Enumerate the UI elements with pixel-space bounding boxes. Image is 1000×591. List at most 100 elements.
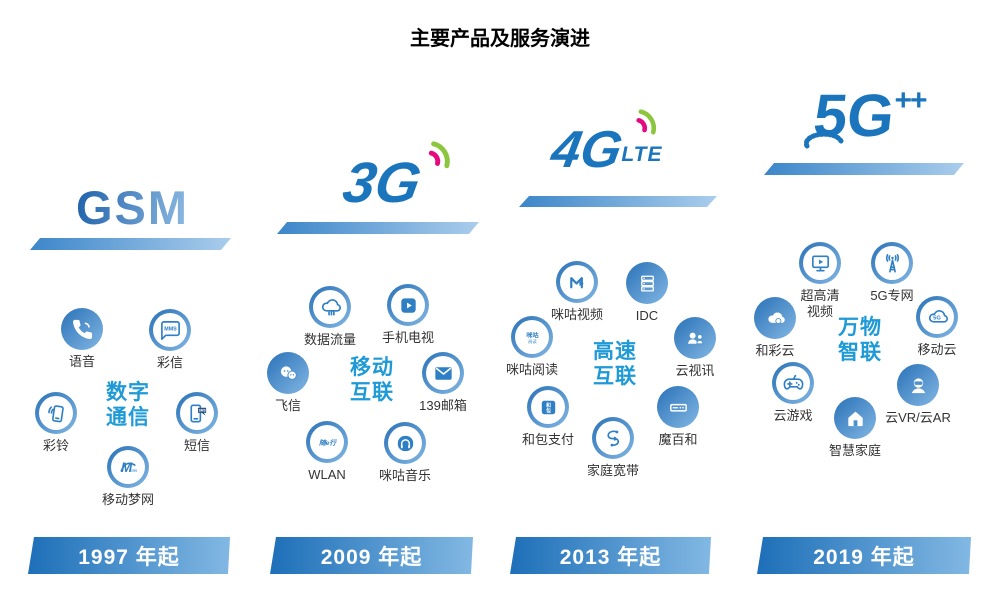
gsm-logo-text: GSM bbox=[75, 181, 190, 234]
mobile-cloud-icon: 5G bbox=[916, 296, 958, 338]
service-item: 和彩云 bbox=[725, 297, 825, 359]
fiveg-logo: 5G++ bbox=[795, 82, 945, 149]
service-label: 语音 bbox=[68, 354, 95, 369]
service-label: 彩铃 bbox=[42, 438, 69, 453]
gsm-underline-bar bbox=[30, 238, 231, 250]
service-label: 云游戏 bbox=[773, 408, 813, 423]
dotted-swirl-icon bbox=[803, 132, 844, 149]
ringtone-phone-icon bbox=[35, 392, 77, 434]
service-item: MMS 彩信 bbox=[120, 309, 220, 371]
svg-text:M: M bbox=[120, 459, 132, 474]
service-item: 咪咕音乐 bbox=[355, 422, 455, 484]
svg-text:包: 包 bbox=[546, 407, 551, 414]
hecaiyun-cloud-icon bbox=[754, 297, 796, 339]
fourg-logo: 4GLTE bbox=[547, 109, 702, 179]
service-label: 139邮箱 bbox=[419, 398, 467, 413]
cluster-center-label: 数字 通信 bbox=[106, 381, 150, 429]
gamepad-icon bbox=[772, 362, 814, 404]
fourg-logo-text: 4G bbox=[546, 121, 627, 179]
mms-bubble-icon: MMS bbox=[149, 309, 191, 351]
service-label: 智慧家庭 bbox=[828, 443, 881, 458]
service-label: 彩信 bbox=[156, 355, 183, 370]
service-label: IDC bbox=[635, 308, 659, 323]
service-item: 语音 bbox=[32, 308, 132, 370]
service-item: 智慧家庭 bbox=[805, 397, 905, 459]
service-item: 和包和包支付 bbox=[498, 386, 598, 448]
service-item: 魔百和 bbox=[628, 386, 728, 448]
svg-text:SMS: SMS bbox=[198, 408, 206, 412]
mobile-tv-icon bbox=[387, 284, 429, 326]
threeg-underline-bar bbox=[277, 222, 479, 234]
svg-text:随e行: 随e行 bbox=[318, 439, 336, 447]
migu-music-icon bbox=[384, 422, 426, 464]
year-banner: 1997 年起 bbox=[28, 537, 230, 574]
service-label: 咪咕阅读 bbox=[505, 362, 558, 377]
hebao-pay-icon: 和包 bbox=[527, 386, 569, 428]
service-label: 咪咕音乐 bbox=[378, 468, 431, 483]
svg-text:和: 和 bbox=[545, 401, 551, 408]
svg-text:nter: nter bbox=[130, 467, 138, 472]
cluster-center-label: 万物 智联 bbox=[838, 316, 882, 364]
year-banner: 2013 年起 bbox=[510, 537, 711, 574]
threeg-logo-text: 3G bbox=[338, 151, 426, 215]
migu-video-icon bbox=[556, 261, 598, 303]
service-item: 数据流量 bbox=[280, 286, 380, 348]
service-item: SMS 短信 bbox=[147, 392, 247, 454]
broadband-cable-icon bbox=[592, 417, 634, 459]
data-cloud-icon bbox=[309, 286, 351, 328]
service-label: 咪咕视频 bbox=[550, 307, 603, 322]
sms-phone-icon: SMS bbox=[176, 392, 218, 434]
mail-icon bbox=[422, 352, 464, 394]
video-conference-icon bbox=[674, 317, 716, 359]
service-label: 和包支付 bbox=[521, 432, 574, 447]
service-item: 5G专网 bbox=[842, 242, 942, 304]
service-item: 云游戏 bbox=[743, 362, 843, 424]
lte-logo-text: LTE bbox=[621, 143, 663, 166]
smart-home-icon bbox=[834, 397, 876, 439]
cluster-center-label: 移动 互联 bbox=[350, 356, 394, 404]
fetion-icon bbox=[267, 352, 309, 394]
idc-icon bbox=[626, 262, 668, 304]
service-item: 5G 移动云 bbox=[887, 296, 987, 358]
svg-text:阅读: 阅读 bbox=[528, 337, 537, 344]
service-label: 数据流量 bbox=[303, 332, 356, 347]
cluster-center-label: 高速 互联 bbox=[593, 340, 637, 388]
uhd-monitor-icon bbox=[799, 242, 841, 284]
service-label: 家庭宽带 bbox=[586, 463, 639, 478]
page-title: 主要产品及服务演进 bbox=[410, 28, 590, 50]
service-label: 移动云 bbox=[917, 342, 957, 357]
year-banner: 2019 年起 bbox=[757, 537, 971, 574]
fourg-underline-bar bbox=[519, 196, 717, 207]
service-item: 云VR/云AR bbox=[868, 364, 968, 426]
service-item: 云视讯 bbox=[645, 317, 745, 379]
service-label: WLAN bbox=[308, 467, 346, 482]
svg-text:咪咕: 咪咕 bbox=[526, 331, 538, 339]
gsm-logo: GSM bbox=[55, 184, 210, 231]
signal-arcs-icon bbox=[428, 141, 450, 169]
service-label: 云VR/云AR bbox=[885, 410, 951, 425]
service-label: 和彩云 bbox=[755, 343, 795, 358]
service-item: 超高清 视频 bbox=[770, 242, 870, 321]
service-label: 短信 bbox=[183, 438, 210, 453]
service-item: 咪咕视频 bbox=[527, 261, 627, 323]
signal-arcs-icon bbox=[636, 109, 657, 135]
vr-headset-icon bbox=[897, 364, 939, 406]
service-label: 手机电视 bbox=[381, 330, 434, 345]
suiexing-icon: 随e行 bbox=[306, 421, 348, 463]
phone-icon bbox=[61, 308, 103, 350]
service-item: 手机电视 bbox=[358, 284, 458, 346]
service-item: 139邮箱 bbox=[393, 352, 493, 414]
service-label: 超高清 视频 bbox=[800, 288, 840, 320]
year-banner: 2009 年起 bbox=[270, 537, 473, 574]
service-item: 彩铃 bbox=[6, 392, 106, 454]
tower-5g-icon bbox=[871, 242, 913, 284]
service-item: 家庭宽带 bbox=[563, 417, 663, 479]
fiveg-plus-text: ++ bbox=[894, 84, 928, 117]
svg-text:MMS: MMS bbox=[164, 326, 177, 332]
service-item: 飞信 bbox=[238, 352, 338, 414]
threeg-logo: 3G bbox=[322, 141, 450, 215]
service-label: 5G专网 bbox=[870, 288, 914, 303]
